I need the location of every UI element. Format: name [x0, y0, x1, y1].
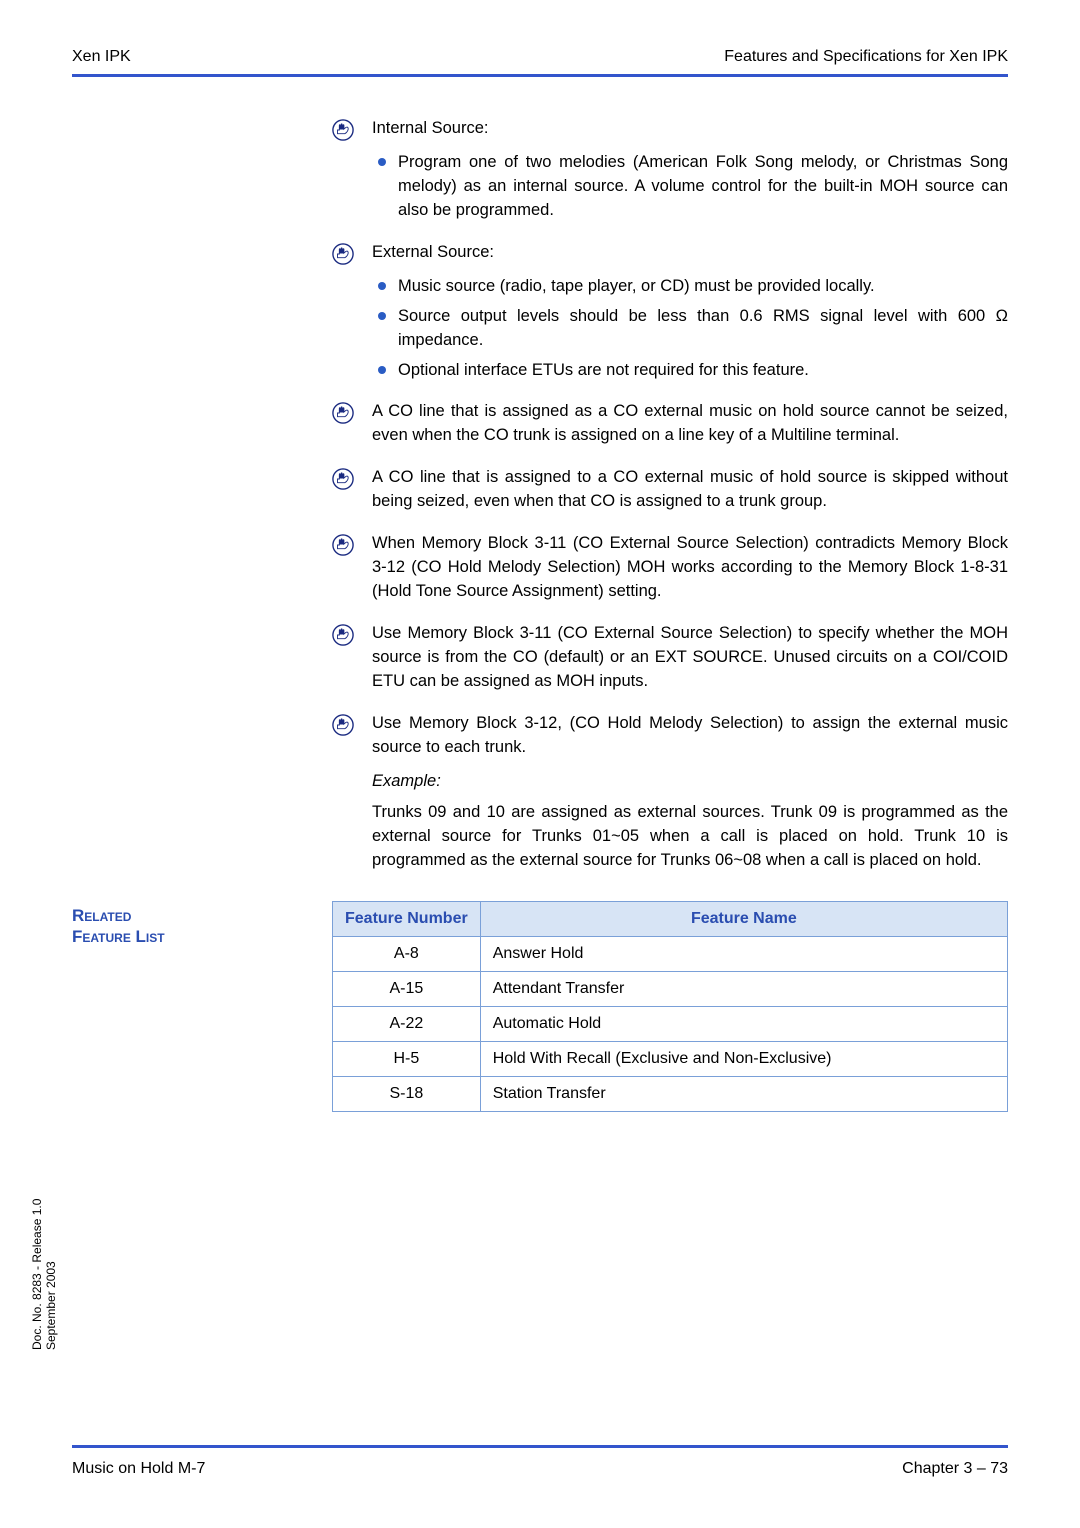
feature-table: Feature Number Feature Name A-8Answer Ho…: [332, 901, 1008, 1112]
feature-name: Station Transfer: [480, 1077, 1007, 1112]
feature-name: Automatic Hold: [480, 1007, 1007, 1042]
table-header-number: Feature Number: [333, 902, 481, 937]
hand-point-icon: [332, 624, 354, 646]
table-row: H-5Hold With Recall (Exclusive and Non-E…: [333, 1042, 1008, 1077]
feature-name: Hold With Recall (Exclusive and Non-Excl…: [480, 1042, 1007, 1077]
feature-name: Attendant Transfer: [480, 972, 1007, 1007]
side-doc-info: Doc. No. 8283 - Release 1.0 September 20…: [30, 1192, 58, 1350]
sub-bullet-text: Optional interface ETUs are not required…: [398, 359, 1008, 383]
footer-right: Chapter 3 – 73: [902, 1460, 1008, 1478]
feature-number: S-18: [333, 1077, 481, 1112]
example-text: Trunks 09 and 10 are assigned as externa…: [372, 801, 1008, 873]
hand-point-icon: [332, 468, 354, 490]
sub-bullet-text: Source output levels should be less than…: [398, 305, 1008, 353]
bullet-dot-icon: [378, 312, 386, 320]
bullet-text: A CO line that is assigned to a CO exter…: [372, 466, 1008, 514]
example-label: Example:: [372, 770, 1008, 794]
feature-number: H-5: [333, 1042, 481, 1077]
table-row: A-8Answer Hold: [333, 937, 1008, 972]
footer-left: Music on Hold M-7: [72, 1460, 205, 1478]
bullet-text: Use Memory Block 3-12, (CO Hold Melody S…: [372, 712, 1008, 760]
bullet-text: A CO line that is assigned as a CO exter…: [372, 400, 1008, 448]
hand-point-icon: [332, 402, 354, 424]
sub-bullet-text: Music source (radio, tape player, or CD)…: [398, 275, 1008, 299]
hand-point-icon: [332, 243, 354, 265]
hand-point-icon: [332, 119, 354, 141]
hand-point-icon: [332, 534, 354, 556]
feature-number: A-15: [333, 972, 481, 1007]
table-header-name: Feature Name: [480, 902, 1007, 937]
related-heading: Related Feature List: [72, 901, 332, 948]
feature-number: A-8: [333, 937, 481, 972]
table-row: A-15Attendant Transfer: [333, 972, 1008, 1007]
header-rule: [72, 74, 1008, 77]
feature-name: Answer Hold: [480, 937, 1007, 972]
bullet-dot-icon: [378, 366, 386, 374]
sub-bullet-text: Program one of two melodies (American Fo…: [398, 151, 1008, 223]
header-left: Xen IPK: [72, 48, 131, 66]
hand-point-icon: [332, 714, 354, 736]
bullet-text: External Source:: [372, 241, 1008, 265]
bullet-text: Internal Source:: [372, 117, 1008, 141]
bullet-dot-icon: [378, 158, 386, 166]
feature-number: A-22: [333, 1007, 481, 1042]
bullet-text: When Memory Block 3-11 (CO External Sour…: [372, 532, 1008, 604]
header-right: Features and Specifications for Xen IPK: [724, 48, 1008, 66]
footer-rule: [72, 1445, 1008, 1448]
bullet-text: Use Memory Block 3-11 (CO External Sourc…: [372, 622, 1008, 694]
table-row: A-22Automatic Hold: [333, 1007, 1008, 1042]
table-row: S-18Station Transfer: [333, 1077, 1008, 1112]
bullet-dot-icon: [378, 282, 386, 290]
